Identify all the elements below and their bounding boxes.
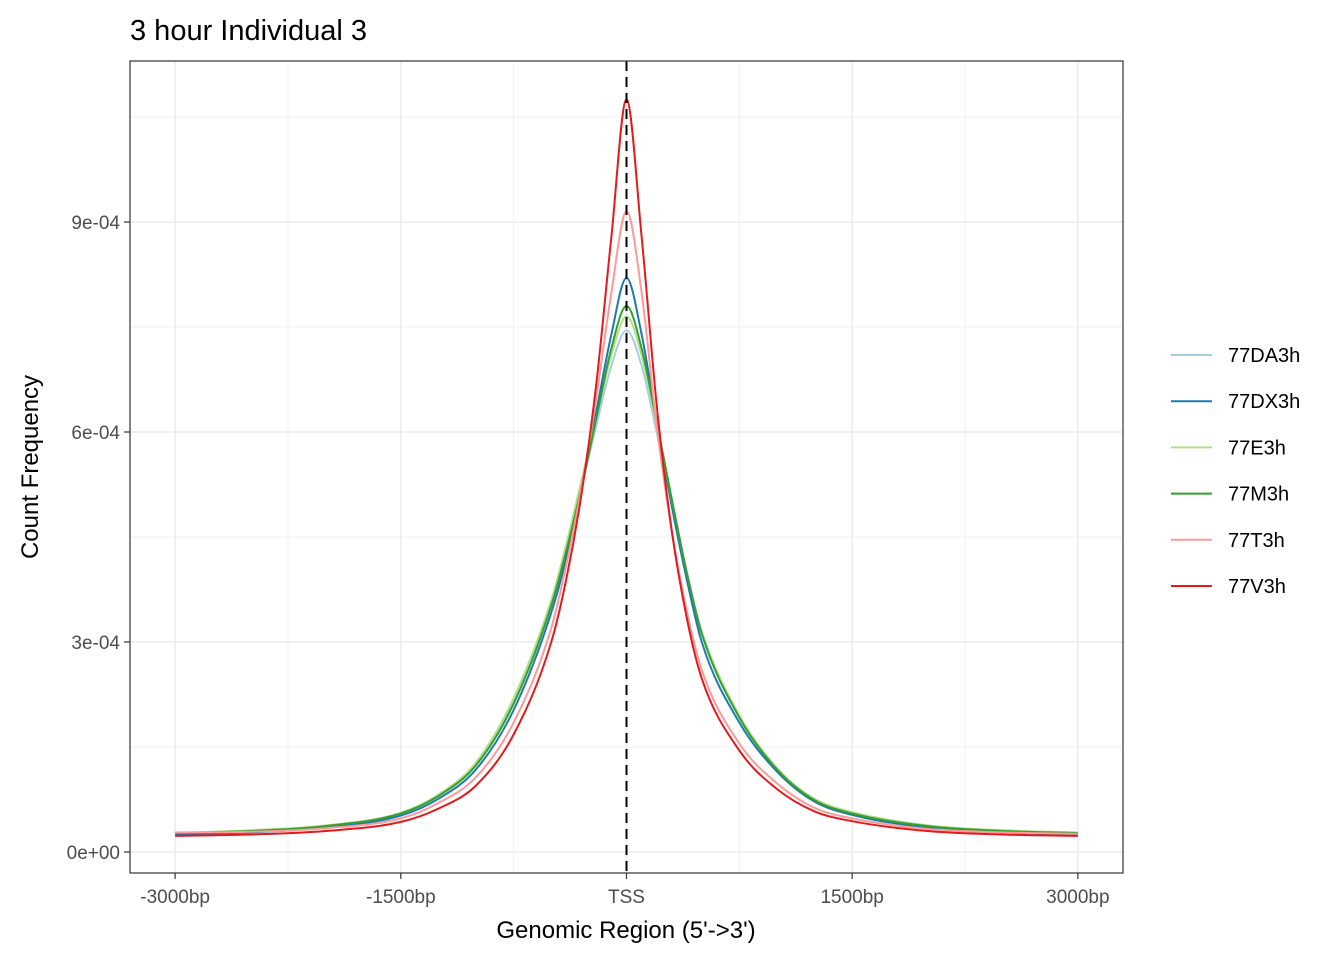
legend-label-77V3h: 77V3h (1228, 576, 1286, 598)
x-axis-title: Genomic Region (5'->3') (496, 917, 755, 944)
legend-label-77T3h: 77T3h (1228, 530, 1285, 552)
series-line-77E3h (175, 315, 1078, 835)
y-tick-label: 3e-04 (71, 633, 120, 654)
legend: 77DA3h 77DX3h 77E3h 77M3h 77T3h 77V3h (1171, 345, 1300, 598)
x-tick-label: -3000bp (140, 887, 210, 908)
x-tick-label: -1500bp (366, 887, 436, 908)
y-tick-label: 9e-04 (71, 213, 120, 234)
x-tick-label: 3000bp (1046, 887, 1109, 908)
legend-label-77E3h: 77E3h (1228, 437, 1286, 459)
legend-label-77DX3h: 77DX3h (1228, 391, 1300, 413)
y-tick-label: 6e-04 (71, 423, 120, 444)
legend-label-77M3h: 77M3h (1228, 484, 1289, 506)
legend-label-77DA3h: 77DA3h (1228, 345, 1300, 367)
x-axis: -3000bp -1500bp TSS 1500bp 3000bp (140, 873, 1110, 908)
y-axis-title: Count Frequency (17, 375, 44, 559)
chart-title: 3 hour Individual 3 (130, 15, 367, 47)
x-tick-label: TSS (608, 887, 645, 908)
y-tick-label: 0e+00 (67, 843, 120, 864)
y-axis: 0e+00 3e-04 6e-04 9e-04 (67, 213, 130, 864)
x-tick-label: 1500bp (820, 887, 883, 908)
